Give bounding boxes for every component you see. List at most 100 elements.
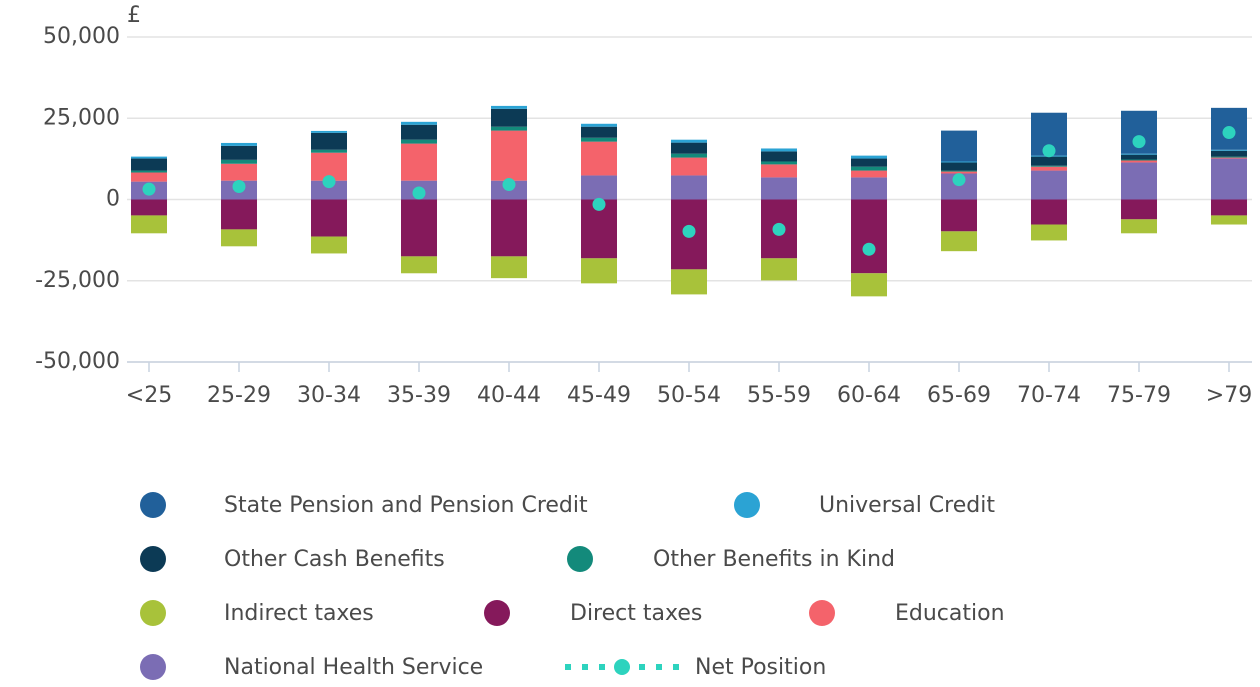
legend-marker — [567, 546, 593, 572]
bar-segment — [941, 161, 977, 163]
legend-marker — [140, 492, 166, 518]
bar-segment — [1031, 199, 1067, 225]
bar-segment — [851, 273, 887, 297]
bar-segment — [131, 172, 167, 182]
bar-segment — [401, 121, 437, 125]
bar-segment — [491, 256, 527, 279]
legend-dash — [639, 664, 645, 670]
bar-segment — [1121, 199, 1157, 220]
bar-segment — [671, 269, 707, 295]
bar-segment — [761, 161, 797, 165]
legend-label: Direct taxes — [570, 601, 702, 626]
bar-segment — [491, 105, 527, 109]
bar-segment — [131, 170, 167, 173]
bar-segment — [311, 149, 347, 153]
bar-segment — [581, 258, 617, 284]
x-tick-label: 65-69 — [927, 383, 991, 408]
x-tick-label: 45-49 — [567, 383, 631, 408]
bar-segment — [671, 175, 707, 200]
bar-segment — [311, 132, 347, 150]
net-position-dot — [1132, 135, 1146, 149]
bar-segment — [1031, 166, 1067, 171]
bar-segment — [941, 130, 977, 162]
bar-segment — [1211, 150, 1247, 157]
bar-segment — [941, 199, 977, 232]
bar-segment — [221, 163, 257, 181]
net-position-dot — [322, 175, 336, 189]
x-tick-label: 50-54 — [657, 383, 721, 408]
bar-segment — [671, 157, 707, 176]
legend-dash — [656, 664, 662, 670]
bar-segment — [581, 123, 617, 127]
x-tick-label: >79 — [1206, 383, 1252, 408]
bar-segment — [851, 199, 887, 274]
net-position-dot — [772, 222, 786, 236]
net-position-dot — [412, 186, 426, 200]
y-tick-label: 50,000 — [43, 24, 120, 49]
bar-segment — [1121, 154, 1157, 160]
bar-segment — [851, 177, 887, 200]
bar-segment — [1211, 157, 1247, 159]
legend-label: Other Cash Benefits — [224, 547, 445, 572]
bar-segment — [581, 175, 617, 200]
bar-segment — [491, 199, 527, 257]
bar-segment — [581, 141, 617, 176]
bar-segment — [311, 130, 347, 133]
legend-label: Indirect taxes — [224, 601, 374, 626]
bar-segment — [221, 229, 257, 247]
x-tick-label: 30-34 — [297, 383, 361, 408]
bar-segment — [941, 231, 977, 252]
bar-segment — [401, 124, 437, 140]
y-axis-label: £ — [127, 3, 141, 28]
bar-segment — [221, 159, 257, 164]
bar-segment — [671, 153, 707, 158]
bar-segment — [1121, 160, 1157, 163]
bar-segment — [1031, 170, 1067, 200]
net-position-dot — [682, 224, 696, 238]
bar-segment — [1031, 156, 1067, 166]
bar-segment — [1211, 149, 1247, 151]
bar-segment — [131, 199, 167, 216]
bar-segment — [1211, 156, 1247, 158]
legend-marker — [484, 600, 510, 626]
bar-segment — [221, 142, 257, 146]
bar-segment — [1121, 153, 1157, 155]
legend-marker — [734, 492, 760, 518]
bar-segment — [761, 151, 797, 162]
bar-segment — [401, 143, 437, 181]
bar-segment — [581, 126, 617, 138]
bar-segment — [1031, 224, 1067, 241]
bar-segment — [1211, 215, 1247, 225]
legend-marker — [140, 600, 166, 626]
y-tick-label: -25,000 — [35, 268, 120, 293]
bar-segment — [1121, 162, 1157, 200]
bar-segment — [401, 199, 437, 257]
legend-dash — [565, 664, 571, 670]
legend-label: Net Position — [695, 655, 826, 680]
x-tick-label: 40-44 — [477, 383, 541, 408]
bar-segment — [941, 162, 977, 171]
net-position-dot — [1222, 126, 1236, 140]
net-position-dot — [862, 242, 876, 256]
bar-segment — [851, 166, 887, 171]
bar-segment — [311, 199, 347, 237]
y-tick-label: 25,000 — [43, 105, 120, 130]
legend-dash — [582, 664, 588, 670]
bar-segment — [491, 108, 527, 127]
bar-segment — [671, 142, 707, 154]
bar-segment — [1211, 199, 1247, 216]
legend-dash — [673, 664, 679, 670]
bar-segment — [131, 215, 167, 234]
net-position-dot — [502, 178, 516, 192]
legend-dash — [599, 664, 605, 670]
bar-segment — [221, 145, 257, 160]
x-tick-label: <25 — [126, 383, 172, 408]
bar-segment — [401, 256, 437, 274]
y-tick-label: 0 — [106, 187, 120, 212]
bar-segment — [851, 158, 887, 167]
bar-segment — [851, 155, 887, 159]
legend-marker — [140, 654, 166, 680]
bar-segment — [941, 171, 977, 174]
bar-segment — [941, 170, 977, 172]
legend-marker — [140, 546, 166, 572]
